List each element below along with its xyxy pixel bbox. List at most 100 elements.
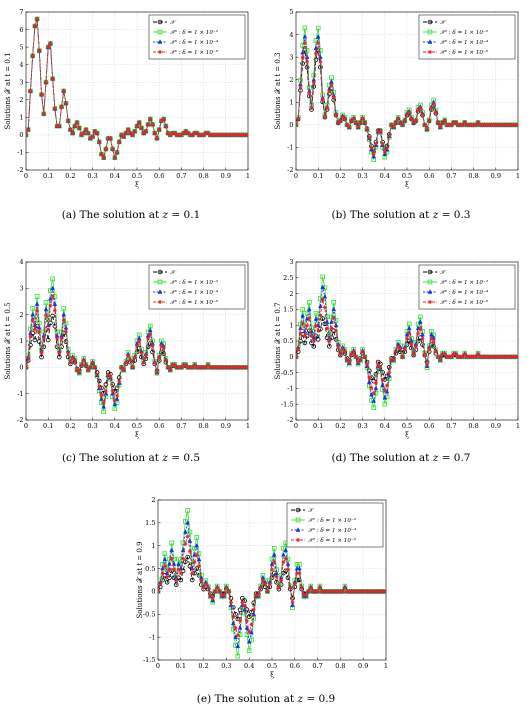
data-point	[66, 351, 71, 356]
data-point	[169, 540, 174, 546]
data-point	[500, 122, 505, 127]
data-point	[112, 401, 118, 406]
data-point	[90, 360, 95, 365]
data-point	[132, 129, 137, 134]
data-point	[32, 337, 38, 343]
data-point	[324, 589, 329, 594]
data-point	[322, 114, 327, 119]
y-axis-label: Solutions 𝒳 at t = 0.9	[136, 541, 144, 618]
data-point	[197, 365, 202, 370]
data-point	[371, 152, 376, 157]
data-point	[491, 122, 496, 127]
data-point	[382, 401, 388, 407]
data-point	[422, 122, 427, 127]
data-point	[203, 365, 208, 370]
data-point	[174, 578, 179, 583]
data-point	[313, 316, 319, 321]
legend-label: 𝒳	[170, 20, 177, 26]
y-tick-label: 2	[151, 496, 155, 504]
data-point	[269, 556, 275, 562]
data-point	[232, 365, 237, 370]
data-point	[286, 567, 290, 572]
legend-d: 𝒳 𝒳ᵟ : δ = 1 × 10⁻² 𝒳ᵟ : δ = 1 × 10⁻⁴ 𝒳ᵟ : …	[418, 264, 516, 310]
y-tick-label: -1	[287, 385, 293, 393]
data-point	[478, 122, 483, 127]
data-point	[177, 365, 182, 370]
data-point	[99, 152, 104, 157]
data-point	[44, 80, 48, 85]
data-point	[329, 83, 334, 87]
data-point	[336, 344, 341, 349]
x-tick-label: 0.7	[176, 172, 186, 180]
data-point	[329, 589, 334, 594]
data-point	[279, 578, 284, 583]
data-point	[159, 344, 164, 348]
data-point	[143, 353, 148, 358]
data-point	[382, 388, 387, 393]
data-point	[489, 354, 494, 359]
data-point	[356, 360, 361, 364]
data-point	[223, 365, 228, 370]
data-point	[449, 354, 454, 359]
data-point	[203, 582, 208, 587]
y-tick-label: 1	[289, 321, 293, 329]
data-point	[35, 17, 39, 21]
data-point	[258, 585, 263, 590]
data-point	[304, 48, 310, 53]
data-point	[104, 389, 108, 393]
data-point	[217, 132, 222, 137]
data-point	[241, 365, 246, 370]
data-point	[396, 344, 401, 349]
data-point	[240, 595, 245, 601]
data-point	[242, 606, 247, 612]
data-point	[418, 326, 423, 331]
data-point	[28, 334, 33, 339]
data-point	[349, 118, 354, 123]
data-point	[246, 638, 252, 644]
data-point	[409, 341, 414, 346]
data-point	[431, 339, 436, 344]
data-point	[228, 132, 233, 137]
data-point	[329, 326, 334, 331]
x-tick-label: 0.4	[110, 422, 120, 430]
data-point	[66, 118, 71, 123]
data-point	[465, 354, 469, 359]
chart-panel-a: 0 0.1 0.2 0.3 0.4 0.5 0.6 0.7 0.8 0.9 1 -2 -1 0 1 2 3 4 5 6…	[0, 2, 262, 230]
data-point	[112, 406, 118, 411]
data-point	[189, 577, 195, 583]
data-point	[164, 579, 170, 585]
data-point	[480, 354, 485, 359]
data-point	[374, 380, 378, 385]
data-point	[166, 365, 170, 370]
data-point	[306, 589, 311, 594]
data-point	[188, 132, 193, 137]
x-tick-label: 0.4	[244, 662, 254, 670]
data-point	[185, 534, 190, 539]
data-point	[165, 574, 170, 579]
x-tick-label: 0.6	[424, 422, 434, 430]
data-point	[429, 331, 434, 337]
data-point	[307, 299, 312, 305]
data-point	[276, 585, 281, 590]
data-point	[511, 122, 516, 127]
data-point	[52, 106, 57, 111]
data-point	[304, 593, 309, 597]
data-point	[509, 354, 514, 359]
data-point	[221, 132, 226, 137]
data-point	[251, 607, 256, 612]
data-point	[203, 131, 208, 136]
chart-svg-d: 0 0.1 0.2 0.3 0.4 0.5 0.6 0.7 0.8 0.9 1 -2 -1.5 -1 -0.…	[274, 258, 520, 439]
data-point	[185, 554, 190, 560]
data-point	[168, 367, 173, 372]
data-point	[325, 326, 329, 331]
data-point	[478, 354, 483, 359]
y-tick-label: 6	[19, 26, 23, 34]
data-point	[245, 618, 249, 623]
y-tick-label: 0.5	[283, 337, 293, 345]
data-point	[378, 129, 383, 134]
legend-label: 𝒳ᵟ : δ = 1 × 10⁻⁴	[440, 39, 489, 46]
chart-svg-a: 0 0.1 0.2 0.3 0.4 0.5 0.6 0.7 0.8 0.9 1 -2 -1 0 1 2 3 4 5 6…	[4, 8, 250, 189]
plot-frame-c	[25, 261, 249, 421]
data-point	[206, 585, 211, 590]
data-point	[243, 365, 248, 370]
